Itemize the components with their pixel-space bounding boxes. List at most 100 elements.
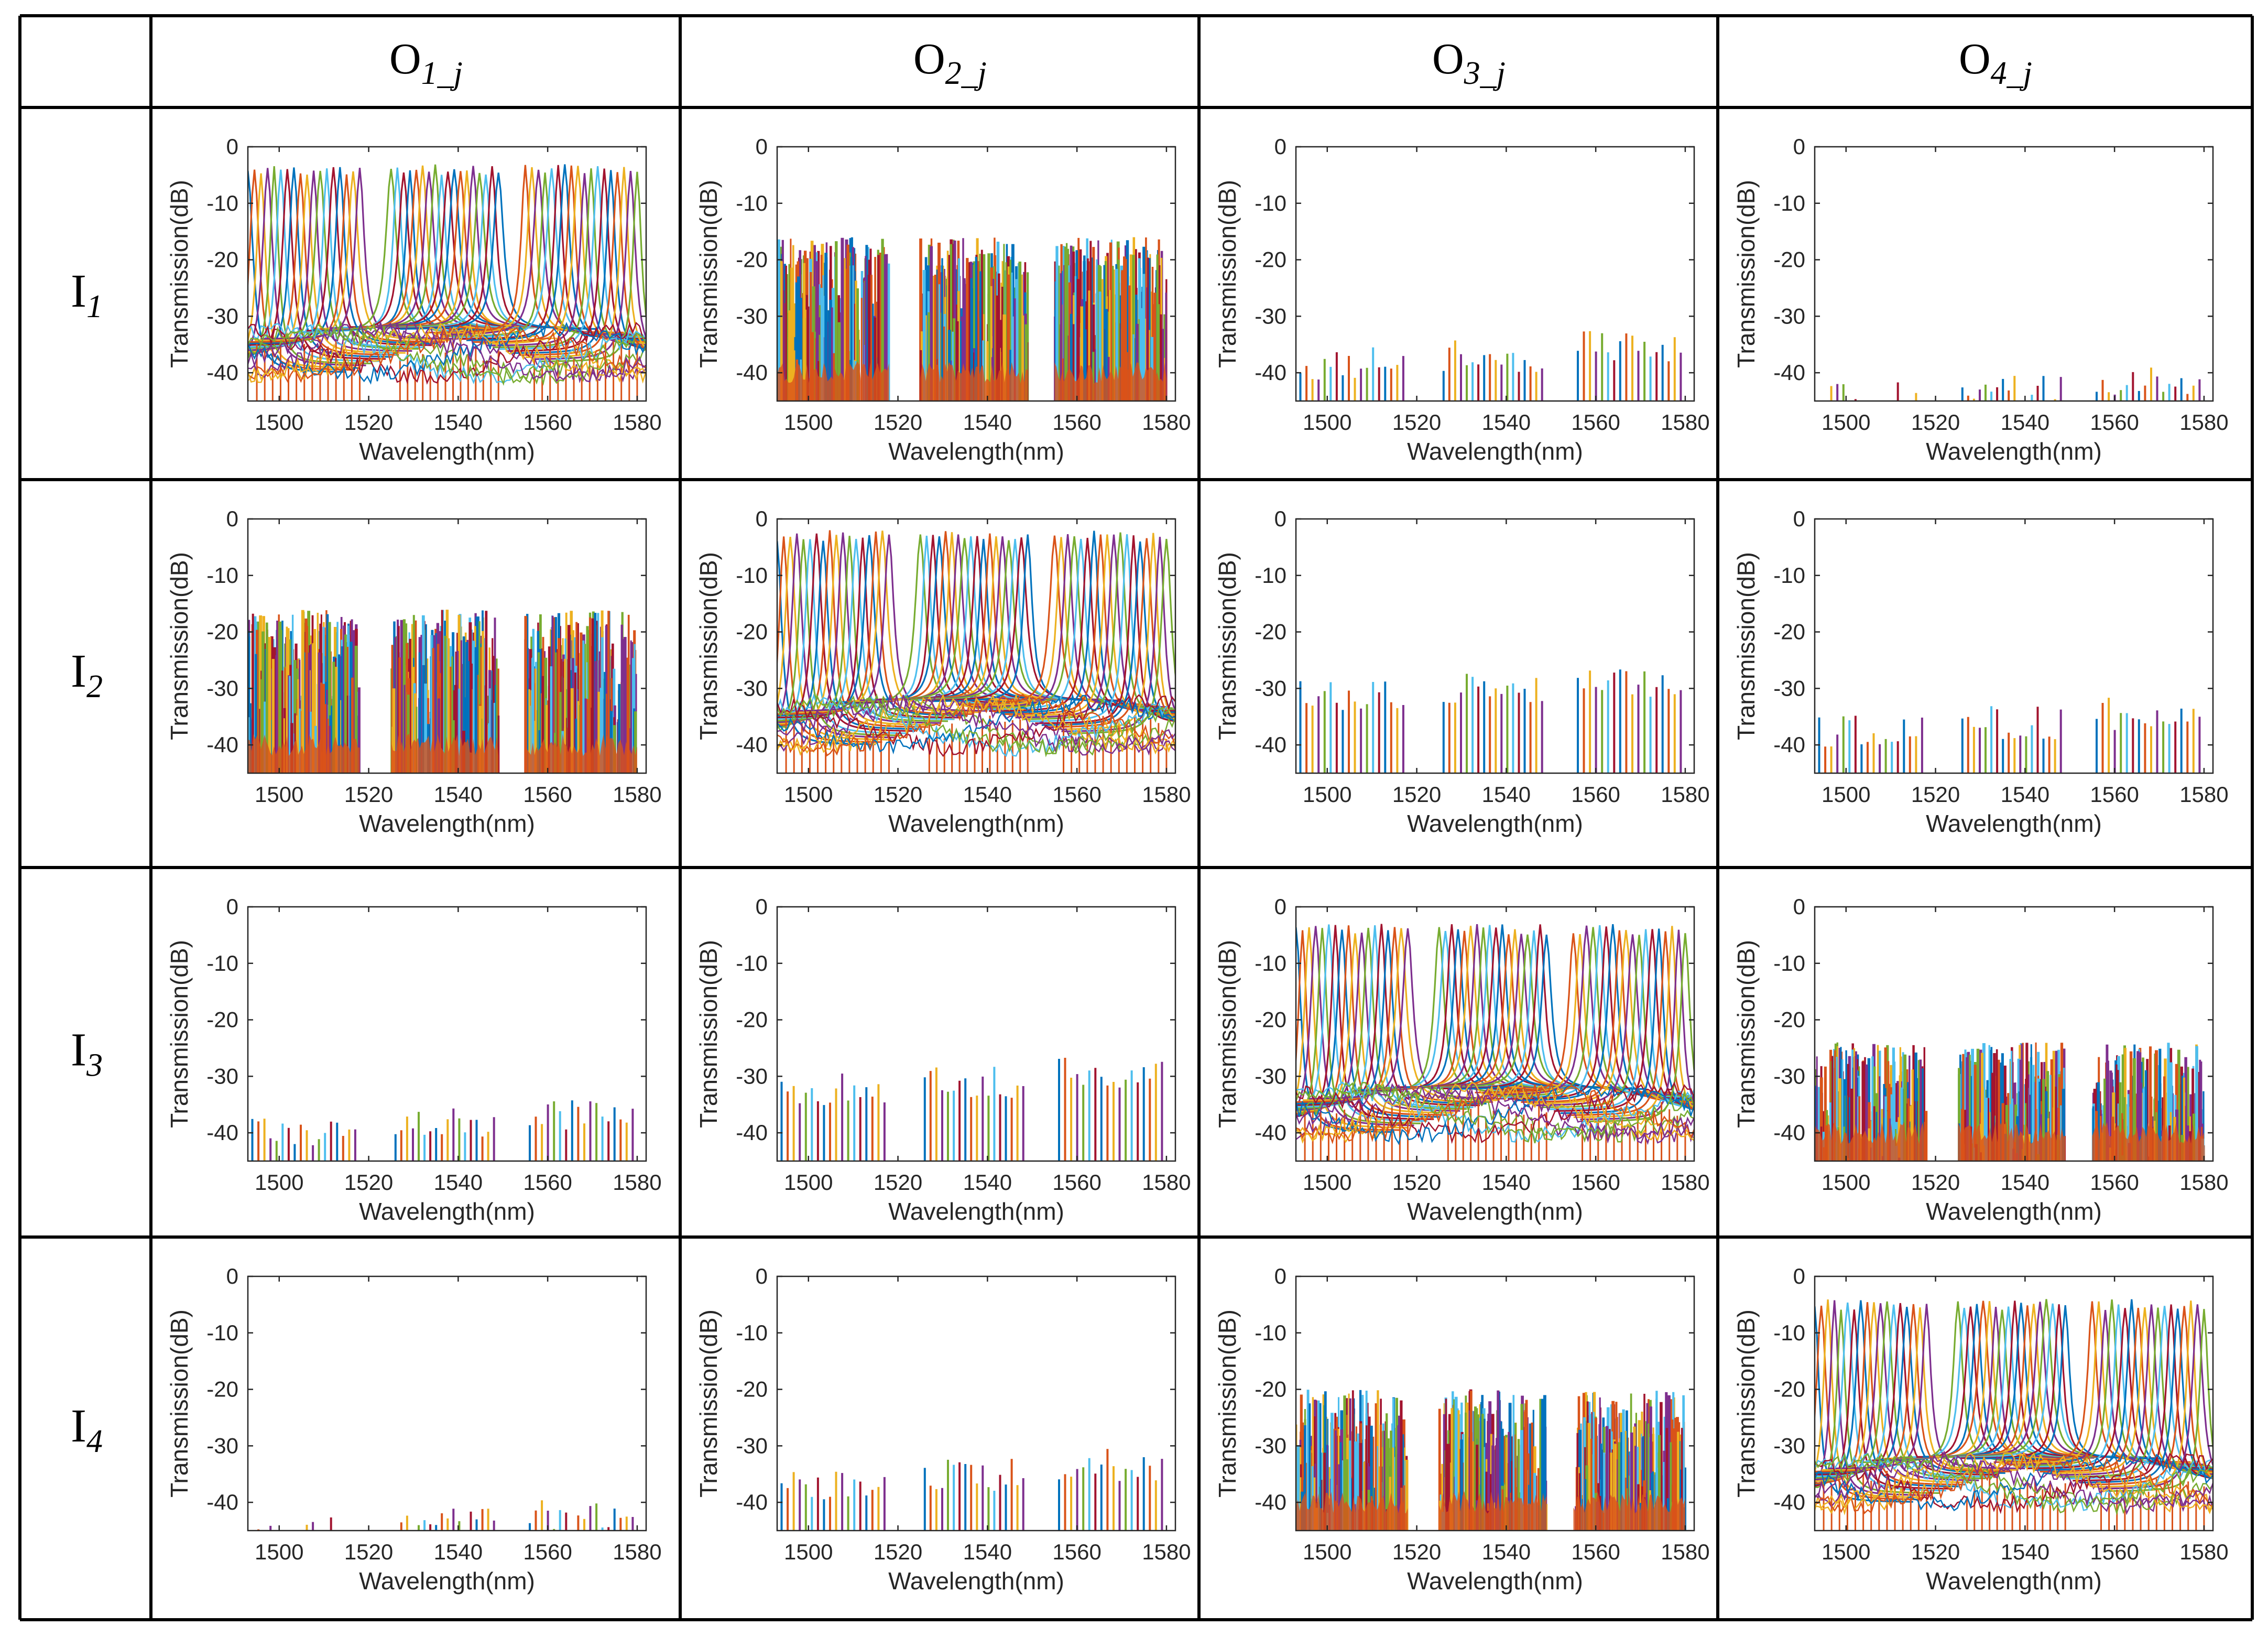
- x-tick-label: 1560: [523, 410, 572, 435]
- series-group: [1815, 1299, 2213, 1531]
- y-tick-label: -20: [736, 1377, 768, 1402]
- y-tick-label: -20: [206, 1007, 238, 1032]
- y-tick-label: -10: [736, 563, 768, 588]
- series-group: [1830, 367, 2201, 401]
- x-tick-label: 1580: [1661, 410, 1709, 435]
- background-curve: [248, 322, 646, 383]
- x-tick-label: 1560: [1571, 1170, 1620, 1195]
- spectrum-panel-r4-c2: 1500 1520 1540 1560 1580 0 -10 -20 -30 -40 Wavelen…: [695, 1264, 1191, 1595]
- y-tick-label: -10: [206, 1320, 238, 1345]
- x-tick-label: 1560: [2090, 410, 2139, 435]
- resonance-curve: [777, 533, 896, 739]
- resonance-curve: [1296, 928, 1421, 1124]
- y-tick-label: -20: [1255, 1377, 1286, 1402]
- y-tick-label: -20: [736, 1007, 768, 1032]
- y-tick-label: 0: [756, 1264, 768, 1288]
- x-tick-label: 1560: [2090, 1170, 2139, 1195]
- x-tick-label: 1520: [1392, 1170, 1441, 1195]
- x-tick-label: 1580: [2179, 1540, 2228, 1564]
- spectrum-panel-r3-c3: 1500 1520 1540 1560 1580 0 -10 -20 -30 -40 Wavelen…: [1214, 894, 1710, 1225]
- spectrum-panel-r4-c4: 1500 1520 1540 1560 1580 0 -10 -20 -30 -40 Wavelen…: [1732, 1264, 2229, 1595]
- x-tick-label: 1500: [784, 1170, 833, 1195]
- noise-floor: [1439, 1491, 1547, 1531]
- background-curve: [1815, 1452, 2213, 1514]
- x-tick-label: 1580: [1142, 782, 1191, 807]
- y-tick-label: -30: [1255, 676, 1286, 700]
- y-tick-label: -40: [1773, 360, 1805, 385]
- y-tick-label: -30: [206, 303, 238, 328]
- x-tick-label: 1540: [434, 1170, 483, 1195]
- x-tick-label: 1500: [1822, 1540, 1870, 1564]
- x-tick-label: 1540: [2001, 410, 2049, 435]
- row-header-sub: 4: [86, 1424, 103, 1459]
- background-curve: [1815, 1450, 2213, 1515]
- series-group: [1296, 1389, 1686, 1531]
- x-tick-label: 1540: [1482, 1170, 1531, 1195]
- x-axis-label: Wavelength(nm): [359, 810, 535, 837]
- x-tick-label: 1580: [1661, 782, 1709, 807]
- x-tick-label: 1540: [2001, 782, 2049, 807]
- y-axis-label: Transmission(dB): [695, 1309, 722, 1498]
- background-curve: [1296, 1081, 1694, 1142]
- resonance-curve: [539, 171, 646, 363]
- resonance-curve: [2086, 1306, 2213, 1486]
- x-tick-label: 1540: [1482, 782, 1531, 807]
- background-curve: [1815, 1452, 2213, 1514]
- axes-box: [1814, 146, 2214, 402]
- column-header-sub: 2_j: [945, 56, 987, 91]
- x-tick-label: 1540: [1482, 410, 1531, 435]
- axes-box: [1295, 146, 1695, 402]
- y-tick-label: -20: [736, 247, 768, 272]
- y-tick-label: 0: [1793, 506, 1805, 531]
- resonance-curve: [1521, 930, 1694, 1103]
- background-curve: [1815, 1452, 2213, 1511]
- y-tick-label: -30: [206, 1433, 238, 1458]
- noise-floor: [248, 734, 360, 773]
- axes-box: [247, 906, 647, 1162]
- x-axis-label: Wavelength(nm): [1926, 1198, 2102, 1225]
- background-curve: [1815, 1451, 2213, 1512]
- background-curve: [777, 693, 1175, 757]
- resonance-curve: [777, 530, 929, 728]
- y-tick-label: -20: [1773, 247, 1805, 272]
- y-tick-label: -30: [736, 1433, 768, 1458]
- x-tick-label: 1500: [784, 782, 833, 807]
- x-tick-label: 1560: [1571, 782, 1620, 807]
- background-curve: [248, 323, 646, 386]
- y-axis-label: Transmission(dB): [166, 1309, 193, 1498]
- x-tick-label: 1540: [1482, 1540, 1531, 1564]
- x-tick-label: 1580: [2179, 782, 2228, 807]
- y-tick-label: -40: [206, 732, 238, 757]
- x-tick-label: 1500: [255, 410, 303, 435]
- y-axis-label: Transmission(dB): [695, 940, 722, 1128]
- background-curve: [248, 323, 646, 385]
- y-tick-label: -10: [1255, 191, 1286, 215]
- y-tick-label: 0: [1793, 1264, 1805, 1288]
- background-curve: [248, 321, 646, 383]
- resonance-curve: [248, 173, 399, 356]
- resonance-curve: [1815, 1309, 1953, 1490]
- x-tick-label: 1500: [1822, 410, 1870, 435]
- x-tick-label: 1540: [434, 1540, 483, 1564]
- series-group: [1296, 924, 1694, 1161]
- y-tick-label: 0: [1793, 894, 1805, 919]
- x-tick-label: 1520: [344, 782, 393, 807]
- spectrum-panel-r1-c4: 1500 1520 1540 1560 1580 0 -10 -20 -30 -40 Wavelen…: [1732, 134, 2229, 465]
- series-group: [780, 1058, 1163, 1161]
- y-axis-label: Transmission(dB): [1214, 940, 1241, 1128]
- resonance-curve: [255, 171, 452, 341]
- resonance-curve: [248, 169, 386, 360]
- background-curve: [777, 693, 1175, 756]
- resonance-curve: [777, 539, 902, 736]
- axes-box: [1295, 518, 1695, 774]
- resonance-curve: [1022, 532, 1175, 720]
- background-curve: [1296, 1083, 1694, 1145]
- column-header-base: O: [913, 35, 945, 83]
- x-axis-label: Wavelength(nm): [359, 438, 535, 465]
- y-tick-label: -40: [206, 360, 238, 385]
- y-tick-label: -30: [206, 676, 238, 700]
- y-tick-label: -10: [1773, 951, 1805, 975]
- resonance-curve: [1296, 926, 1414, 1126]
